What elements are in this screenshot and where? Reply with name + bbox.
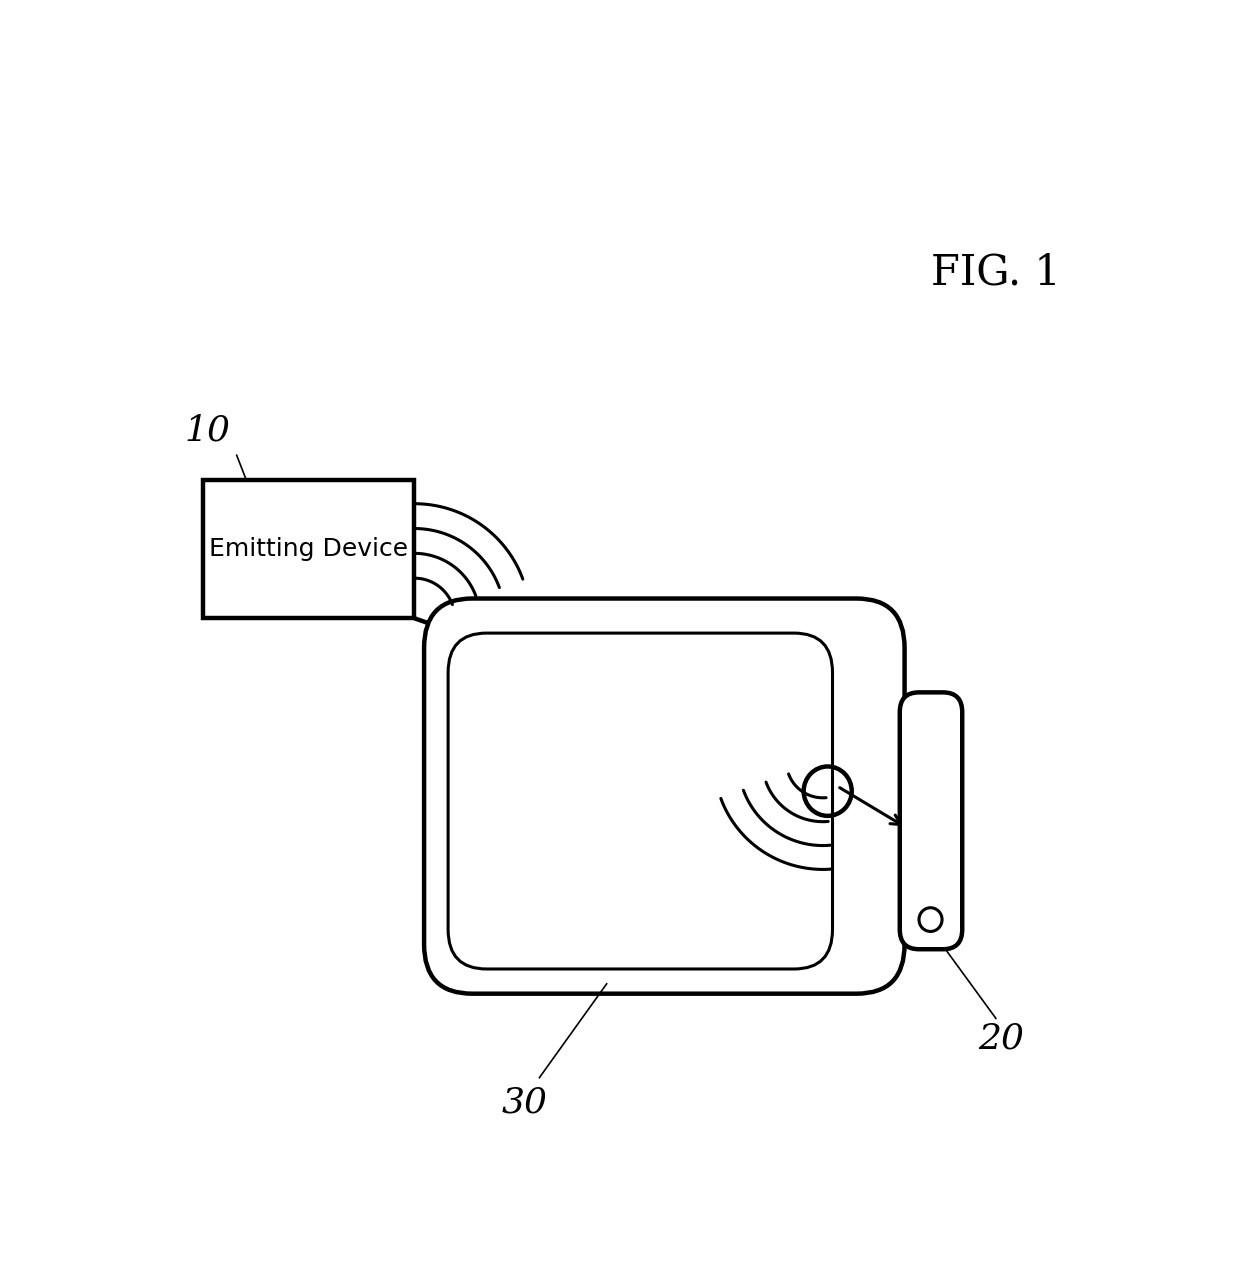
Text: 30: 30 (502, 1085, 548, 1119)
FancyBboxPatch shape (424, 598, 905, 993)
Text: Emitting Device: Emitting Device (210, 538, 408, 561)
Text: 10: 10 (185, 413, 231, 448)
Text: 20: 20 (977, 1021, 1024, 1055)
FancyBboxPatch shape (203, 480, 414, 618)
FancyBboxPatch shape (448, 633, 832, 969)
Text: FIG. 1: FIG. 1 (931, 251, 1060, 294)
FancyBboxPatch shape (900, 693, 962, 949)
